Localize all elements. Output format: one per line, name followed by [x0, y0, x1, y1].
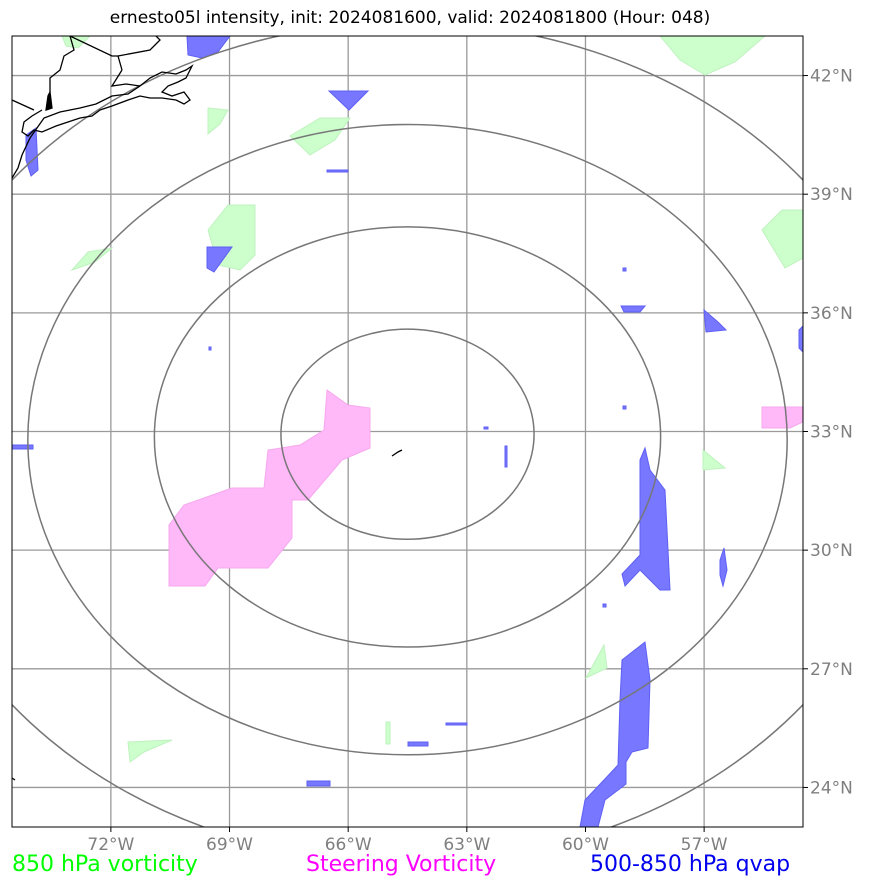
qvap-patch: [407, 741, 429, 747]
longitude-tick-labels: 72°W 69°W 66°W 63°W 60°W 57°W: [87, 827, 728, 855]
qvap-patch: [798, 325, 803, 353]
lon-tick-label: 60°W: [562, 835, 609, 855]
range-ring: [280, 328, 535, 541]
qvap-patch: [719, 547, 728, 588]
qvap-patch: [622, 405, 627, 410]
steering-vorticity-patch: [761, 406, 803, 429]
vorticity-patch: [584, 643, 608, 680]
lon-tick-label: 69°W: [206, 835, 253, 855]
lat-tick-label: 27°N: [810, 660, 853, 680]
steering-vorticity-patch: [168, 389, 371, 587]
range-rings: [12, 36, 803, 827]
qvap-patch: [620, 305, 647, 313]
coastline: [12, 36, 403, 781]
lat-tick-label: 24°N: [810, 778, 853, 798]
lat-tick-label: 30°N: [810, 541, 853, 561]
qvap-patch: [622, 267, 627, 272]
qvap-patch: [621, 446, 671, 591]
qvap-patch: [703, 308, 728, 333]
qvap-patch: [206, 246, 233, 273]
vorticity-patch: [702, 448, 727, 471]
vorticity-patch: [127, 739, 173, 763]
qvap-patch: [306, 780, 331, 787]
lon-tick-label: 72°W: [87, 835, 134, 855]
legend-850-vorticity: 850 hPa vorticity: [12, 852, 198, 877]
latitude-tick-labels: 42°N 39°N 36°N 33°N 30°N 27°N 24°N: [803, 67, 853, 798]
range-ring: [27, 123, 788, 756]
lon-tick-label: 66°W: [325, 835, 372, 855]
qvap-patch: [327, 90, 370, 111]
steering-vorticity-contours: [168, 389, 803, 587]
vorticity-patch: [61, 36, 91, 49]
vorticity-patch: [207, 107, 229, 136]
map-title: ernesto05l intensity, init: 2024081600, …: [109, 8, 711, 28]
qvap-patch: [12, 444, 34, 450]
lat-tick-label: 42°N: [810, 67, 853, 87]
legend-qvap: 500-850 hPa qvap: [590, 852, 791, 877]
lon-tick-label: 63°W: [443, 835, 490, 855]
vorticity-patch: [385, 721, 391, 745]
range-ring: [153, 226, 662, 648]
vorticity-patch: [659, 36, 766, 76]
qvap-patch: [326, 169, 349, 173]
qvap-patch: [483, 426, 489, 430]
vorticity-850-contours: [61, 36, 803, 763]
qvap-patch: [579, 641, 651, 827]
qvap-patch: [504, 445, 508, 468]
lat-tick-label: 39°N: [810, 185, 853, 205]
vorticity-patch: [761, 209, 803, 269]
legend-steering-vorticity: Steering Vorticity: [306, 852, 497, 877]
qvap-patch: [445, 722, 468, 726]
qvap-patch: [208, 346, 212, 351]
graticule: [12, 36, 803, 827]
lat-tick-label: 36°N: [810, 304, 853, 324]
qvap-patch: [602, 603, 607, 608]
lat-tick-label: 33°N: [810, 423, 853, 443]
lon-tick-label: 57°W: [681, 835, 728, 855]
